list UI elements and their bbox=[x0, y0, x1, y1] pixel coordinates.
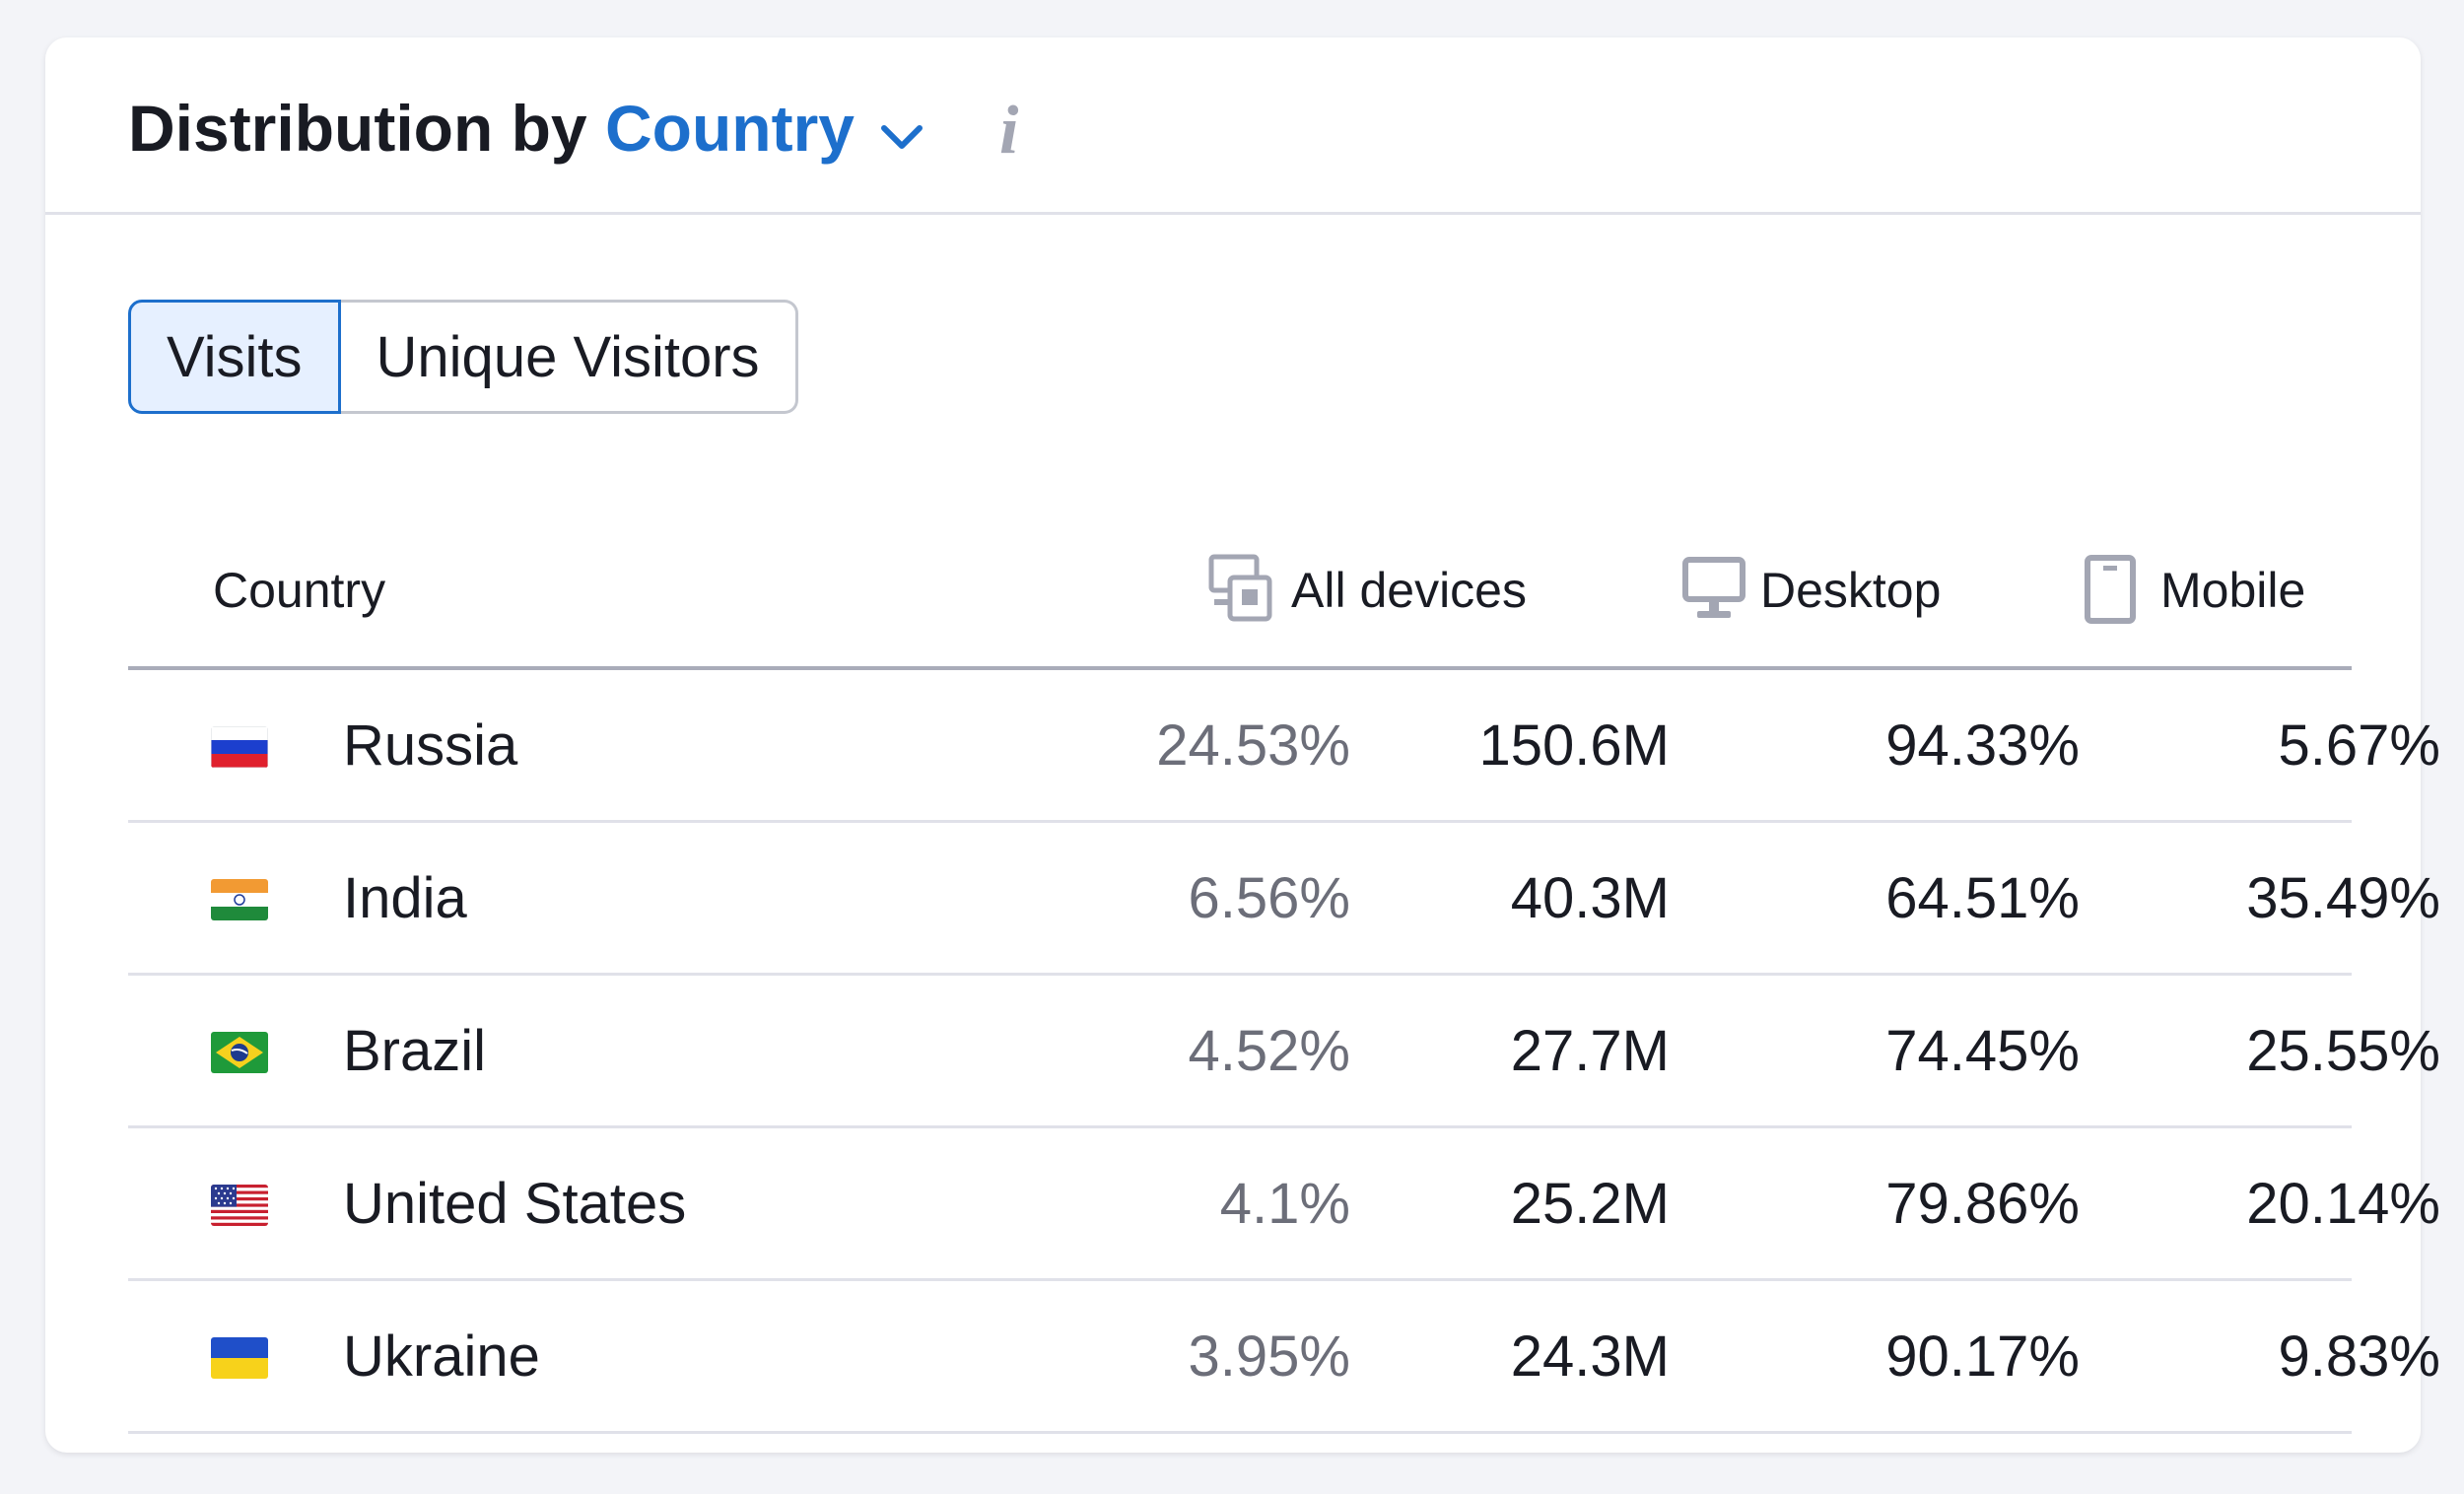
all-devices-icon bbox=[1208, 554, 1287, 625]
distribution-card: Distribution by Country i Visits Unique … bbox=[45, 37, 2440, 1453]
mobile-icon bbox=[2084, 555, 2139, 627]
mobile-value: 20.14% bbox=[2246, 1172, 2440, 1236]
card-header: Distribution by Country i bbox=[45, 37, 2421, 215]
mobile-value: 9.83% bbox=[2278, 1324, 2440, 1389]
traffic-share: 3.95% bbox=[1188, 1324, 1350, 1389]
all-devices-value: 150.6M bbox=[1478, 713, 1670, 778]
column-header-mobile: Mobile bbox=[2160, 563, 2306, 618]
column-header-all-devices: All devices bbox=[1291, 563, 1527, 618]
desktop-value: 79.86% bbox=[1885, 1172, 2080, 1236]
united-states-flag-icon bbox=[211, 1185, 268, 1226]
all-devices-value: 27.7M bbox=[1510, 1019, 1670, 1083]
country-link[interactable]: Russia bbox=[343, 713, 518, 778]
country-link[interactable]: Brazil bbox=[343, 1019, 487, 1083]
russia-flag-icon bbox=[211, 726, 268, 768]
info-icon[interactable]: i bbox=[999, 93, 1019, 169]
desktop-value: 90.17% bbox=[1885, 1324, 2080, 1389]
country-link[interactable]: Ukraine bbox=[343, 1324, 540, 1389]
desktop-value: 74.45% bbox=[1885, 1019, 2080, 1083]
all-devices-value: 40.3M bbox=[1510, 866, 1670, 930]
desktop-value: 94.33% bbox=[1885, 713, 2080, 778]
desktop-value: 64.51% bbox=[1885, 866, 2080, 930]
tab-unique-visitors[interactable]: Unique Visitors bbox=[340, 300, 798, 414]
table-row: Brazil 4.52% 27.7M 74.45% 25.55% bbox=[128, 976, 2440, 1128]
mobile-value: 35.49% bbox=[2246, 866, 2440, 930]
ukraine-flag-icon bbox=[211, 1337, 268, 1379]
column-header-desktop: Desktop bbox=[1760, 563, 1942, 618]
mobile-value: 25.55% bbox=[2246, 1019, 2440, 1083]
all-devices-value: 25.2M bbox=[1510, 1172, 1670, 1236]
desktop-icon bbox=[1681, 556, 1750, 625]
title-prefix: Distribution by bbox=[128, 92, 587, 165]
traffic-share: 4.52% bbox=[1188, 1019, 1350, 1083]
chevron-down-icon[interactable] bbox=[880, 90, 924, 169]
tab-visits[interactable]: Visits bbox=[128, 300, 341, 414]
brazil-flag-icon bbox=[211, 1032, 268, 1073]
table-header: Country All devices Desktop Mobi bbox=[128, 520, 2352, 670]
table-row: India 6.56% 40.3M 64.51% 35.49% bbox=[128, 823, 2440, 976]
table-row: Ukraine 3.95% 24.3M 90.17% 9.83% bbox=[128, 1281, 2440, 1434]
table-row: Russia 24.53% 150.6M 94.33% 5.67% bbox=[128, 670, 2440, 823]
card-title: Distribution by Country bbox=[128, 89, 924, 169]
column-header-country: Country bbox=[213, 563, 386, 618]
country-link[interactable]: India bbox=[343, 866, 467, 930]
traffic-share: 4.1% bbox=[1219, 1172, 1350, 1236]
traffic-share: 6.56% bbox=[1188, 866, 1350, 930]
traffic-share: 24.53% bbox=[1156, 713, 1350, 778]
dimension-dropdown[interactable]: Country bbox=[605, 92, 855, 165]
table-row: United States 4.1% 25.2M 79.86% 20.14% bbox=[128, 1128, 2440, 1281]
mobile-value: 5.67% bbox=[2278, 713, 2440, 778]
india-flag-icon bbox=[211, 879, 268, 920]
country-link[interactable]: United States bbox=[343, 1172, 687, 1236]
all-devices-value: 24.3M bbox=[1510, 1324, 1670, 1389]
metric-toggle: Visits Unique Visitors bbox=[128, 300, 798, 414]
